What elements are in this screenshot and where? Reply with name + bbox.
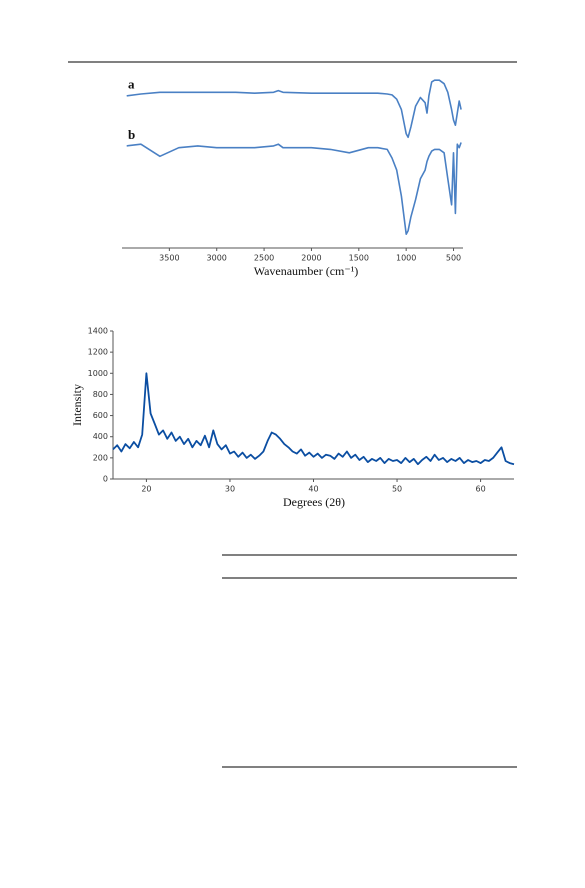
y-tick-label: 600 (93, 411, 108, 420)
x-axis-label: Wavenaumber (cm⁻¹) (254, 264, 359, 278)
x-tick-label: 20 (141, 485, 151, 494)
x-tick-label: 1500 (349, 254, 369, 263)
y-tick-label: 1000 (88, 369, 108, 378)
x-tick-label: 500 (446, 254, 461, 263)
series-label: b (128, 127, 135, 142)
x-tick-label: 2000 (301, 254, 321, 263)
y-tick-label: 800 (93, 390, 108, 399)
y-axis-label: Intensity (70, 384, 84, 426)
series-label: a (128, 77, 135, 92)
x-tick-label: 3000 (207, 254, 227, 263)
x-tick-label: 2500 (254, 254, 274, 263)
x-tick-label: 1000 (396, 254, 416, 263)
y-tick-label: 1200 (88, 348, 108, 357)
y-tick-label: 1400 (88, 327, 108, 336)
x-tick-label: 30 (225, 485, 235, 494)
y-tick-label: 0 (103, 475, 108, 484)
x-tick-label: 50 (392, 485, 402, 494)
x-axis-label: Degrees (2θ) (283, 495, 345, 509)
x-tick-label: 60 (475, 485, 485, 494)
y-tick-label: 200 (93, 453, 108, 462)
series-line (112, 372, 515, 466)
y-tick-label: 400 (93, 432, 108, 441)
x-tick-label: 40 (308, 485, 318, 494)
series-line (126, 79, 462, 139)
x-tick-label: 3500 (159, 254, 179, 263)
series-line (126, 142, 462, 235)
